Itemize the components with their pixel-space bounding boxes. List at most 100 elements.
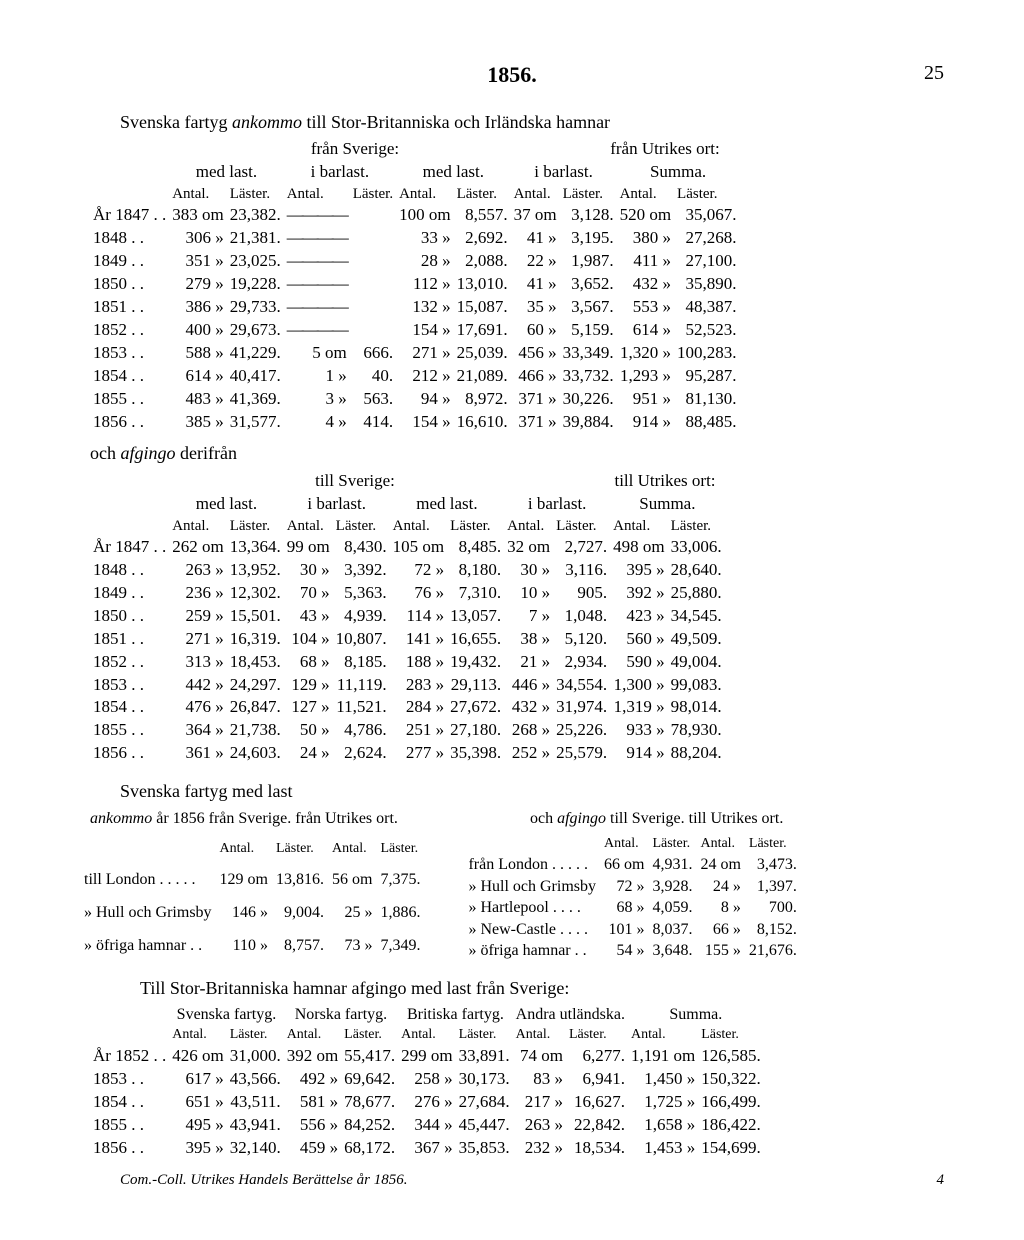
group-label: i barlast. bbox=[284, 493, 390, 516]
cell: 426 om bbox=[169, 1045, 226, 1068]
cell: 66 » bbox=[696, 919, 744, 941]
cell: 4 » bbox=[284, 411, 350, 434]
section2-title: och afgingo derifrån bbox=[90, 441, 944, 465]
cell: 19,432. bbox=[447, 651, 504, 674]
cell: 1852 . . bbox=[90, 319, 169, 342]
cell: 385 » bbox=[169, 411, 226, 434]
cell: 432 » bbox=[617, 273, 674, 296]
cell: 432 » bbox=[504, 696, 553, 719]
cell: 39,884. bbox=[560, 411, 617, 434]
cell: 466 » bbox=[511, 365, 560, 388]
cell: 15,501. bbox=[227, 605, 284, 628]
col-head: Läster. bbox=[745, 835, 801, 854]
col-head: Antal. bbox=[600, 835, 648, 854]
table-left: Antal. Läster. Antal. Läster. till Londo… bbox=[80, 835, 424, 962]
cell: 367 » bbox=[398, 1137, 455, 1160]
cell: 32 om bbox=[504, 536, 553, 559]
cell: 29,733. bbox=[227, 296, 284, 319]
table-row: 1852 . .400 »29,673.————154 »17,691.60 »… bbox=[90, 319, 740, 342]
cell: 73 » bbox=[328, 929, 376, 962]
cell: 30 » bbox=[504, 559, 553, 582]
cell: 933 » bbox=[610, 719, 667, 742]
cell: 31,000. bbox=[227, 1045, 284, 1068]
cell: 1848 . . bbox=[90, 559, 169, 582]
cell: 2,088. bbox=[454, 250, 511, 273]
cell: 45,447. bbox=[456, 1114, 513, 1137]
cell: 99 om bbox=[284, 536, 333, 559]
table-row: 1849 . .351 »23,025.————28 »2,088.22 »1,… bbox=[90, 250, 740, 273]
cell: 617 » bbox=[169, 1068, 226, 1091]
cell: 1856 . . bbox=[90, 411, 169, 434]
cell: 13,057. bbox=[447, 605, 504, 628]
cell: 252 » bbox=[504, 742, 553, 765]
cell: 5,120. bbox=[553, 628, 610, 651]
table-row: 1849 . .236 »12,302.70 »5,363.76 »7,310.… bbox=[90, 582, 725, 605]
table-row: 1854 . .614 »40,417.1 »40.212 »21,089.46… bbox=[90, 365, 740, 388]
cell: 100 om bbox=[396, 204, 453, 227]
cell: 9,004. bbox=[272, 897, 328, 930]
cell: ———— bbox=[284, 296, 350, 319]
section3-tables: Antal. Läster. Antal. Läster. till Londo… bbox=[80, 835, 944, 962]
cell: 24 » bbox=[696, 876, 744, 898]
table-row: 1851 . .386 »29,733.————132 »15,087.35 »… bbox=[90, 296, 740, 319]
group-label: Summa. bbox=[610, 493, 724, 516]
cell: 258 » bbox=[398, 1068, 455, 1091]
cell: 263 » bbox=[169, 559, 226, 582]
group-row: med last. i barlast. med last. i barlast… bbox=[90, 161, 740, 184]
col-head: Läster. bbox=[333, 516, 390, 536]
col-head: Läster. bbox=[454, 184, 511, 204]
cell: 411 » bbox=[617, 250, 674, 273]
cell: 70 » bbox=[284, 582, 333, 605]
cell: 31,974. bbox=[553, 696, 610, 719]
cell: 49,004. bbox=[668, 651, 725, 674]
text: och bbox=[90, 443, 121, 463]
section1-subheads: från Sverige: från Utrikes ort: bbox=[200, 138, 944, 161]
group-label: i barlast. bbox=[284, 161, 396, 184]
cell: 19,228. bbox=[227, 273, 284, 296]
cell: till London . . . . . bbox=[80, 864, 216, 897]
col-head: Antal. bbox=[696, 835, 744, 854]
col-head: Antal. bbox=[504, 516, 553, 536]
col-head: Läster. bbox=[566, 1026, 628, 1045]
cell: 5,159. bbox=[560, 319, 617, 342]
cell: 364 » bbox=[169, 719, 226, 742]
cell: 24,297. bbox=[227, 674, 284, 697]
cell: 1,450 » bbox=[628, 1068, 698, 1091]
cell: 21,738. bbox=[227, 719, 284, 742]
cell: 914 » bbox=[617, 411, 674, 434]
col-head: Läster. bbox=[668, 516, 725, 536]
cell: » Hull och Grimsby bbox=[80, 897, 216, 930]
cell: 3,392. bbox=[333, 559, 390, 582]
page-header: 1856. 25 bbox=[80, 60, 944, 90]
cell: 1,320 » bbox=[617, 342, 674, 365]
section3-title: Svenska fartyg med last bbox=[120, 779, 944, 803]
text: Svenska fartyg bbox=[120, 112, 232, 132]
col-head: Läster. bbox=[698, 1026, 764, 1045]
cell: 383 om bbox=[169, 204, 226, 227]
cell: 614 » bbox=[617, 319, 674, 342]
cell: 30 » bbox=[284, 559, 333, 582]
col-head: Antal. bbox=[390, 516, 447, 536]
cell: 41,229. bbox=[227, 342, 284, 365]
cell: 21,676. bbox=[745, 940, 801, 962]
cell: 951 » bbox=[617, 388, 674, 411]
group-label: med last. bbox=[169, 161, 283, 184]
group-label: med last. bbox=[169, 493, 283, 516]
cell: 1851 . . bbox=[90, 628, 169, 651]
cell: 68 » bbox=[600, 897, 648, 919]
table-row: 1856 . .361 »24,603.24 »2,624.277 »35,39… bbox=[90, 742, 725, 765]
table-row: 1853 . .442 »24,297.129 »11,119.283 »29,… bbox=[90, 674, 725, 697]
cell: 3,128. bbox=[560, 204, 617, 227]
table-row: 1854 . .651 »43,511.581 »78,677.276 »27,… bbox=[90, 1091, 764, 1114]
cell: 276 » bbox=[398, 1091, 455, 1114]
cell: 1849 . . bbox=[90, 250, 169, 273]
table-row: 1856 . .385 »31,577.4 »414.154 »16,610.3… bbox=[90, 411, 740, 434]
cell: 74 om bbox=[513, 1045, 566, 1068]
cell: 1,987. bbox=[560, 250, 617, 273]
table-till-stor: Svenska fartyg. Norska fartyg. Britiska … bbox=[90, 1004, 764, 1159]
cell: 13,364. bbox=[227, 536, 284, 559]
cell: 166,499. bbox=[698, 1091, 764, 1114]
cell: 4,931. bbox=[648, 854, 696, 876]
cell: 25,039. bbox=[454, 342, 511, 365]
section4-title: Till Stor-Britanniska hamnar afgingo med… bbox=[140, 976, 944, 1000]
